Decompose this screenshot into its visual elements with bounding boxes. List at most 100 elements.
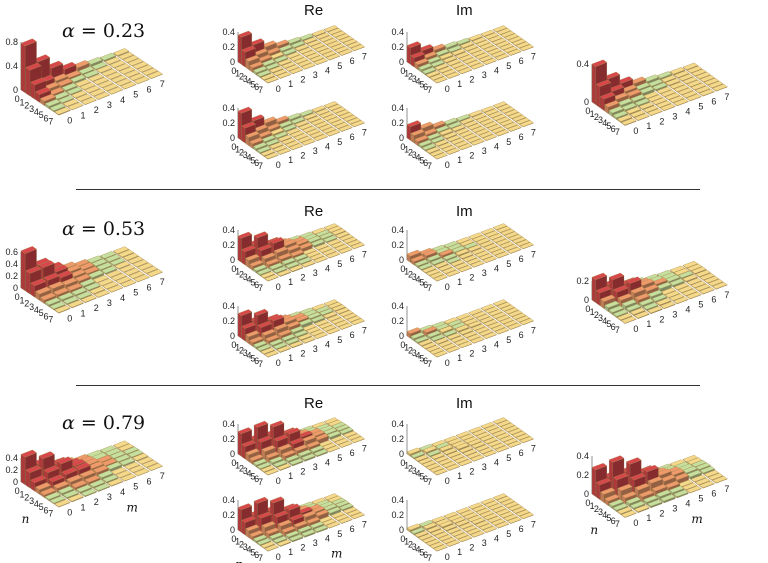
im-bottom-plot-1-bar-top (483, 121, 498, 128)
left-plot-1-bar-top (83, 70, 100, 78)
re-bottom-plot-2-bar-top (276, 345, 292, 353)
im-top-plot-2-bar-top (487, 246, 502, 253)
re-top-plot-2-bar-top (277, 252, 292, 260)
im-top-plot-3-bar-top (480, 421, 495, 429)
right-plot-2-bar-top (643, 284, 659, 292)
im-bottom-plot-3-bar-top (429, 541, 444, 549)
re-bottom-plot-2-bar-top (310, 315, 326, 322)
re-bottom-plot-3-z-tick: 0.4 (222, 495, 235, 505)
im-bottom-plot-3-bar-top (430, 528, 445, 536)
right-plot-3-bar-top (612, 503, 629, 511)
im-bottom-plot-3-bar-top (511, 506, 527, 514)
re-top-plot-2-n-tick: 0 (231, 264, 236, 274)
im-top-plot-1-m-tick: 3 (482, 70, 487, 80)
left-plot-2-bar-top (56, 270, 73, 278)
left-plot-2-bar-top (141, 265, 159, 274)
right-plot-2-bar-top (673, 282, 689, 290)
im-bottom-plot-3-bar-top (519, 512, 534, 519)
im-top-plot-1-n-tick: 3 (412, 74, 417, 84)
re-bottom-plot-2-m-tick: 3 (313, 344, 318, 354)
left-plot-3-bar-top (56, 456, 73, 465)
left-plot-3-bar-top (109, 451, 126, 459)
right-plot-2-bar-top (669, 278, 685, 286)
im-top-plot-1-n-tick: 5 (419, 79, 424, 89)
im-column-heading-1: Im (456, 2, 473, 19)
left-plot-3-n-tick: 0 (15, 486, 20, 496)
im-bottom-plot-3-bar-top (478, 523, 494, 530)
right-plot-1-bar-top (617, 76, 634, 84)
left-plot-1-m-tick: 4 (120, 95, 125, 105)
re-top-plot-2-bar-top (306, 235, 322, 243)
re-top-plot-1-bar-top (261, 59, 276, 66)
im-bottom-plot-1-n-tick: 4 (416, 153, 421, 163)
im-bottom-plot-3-bar-top (499, 511, 514, 519)
im-bottom-plot-3-bar-top (455, 507, 471, 514)
alpha-label-3: α = 0.79 (62, 412, 146, 434)
im-top-plot-2-bar-top (430, 258, 445, 265)
im-top-plot-2-bar-top (429, 271, 444, 279)
im-top-plot-3-bar-top (471, 429, 487, 436)
im-bottom-plot-2-bar-top (441, 343, 457, 350)
re-bottom-plot-1-bar-top (264, 152, 279, 159)
left-plot-1-bar-top (48, 87, 65, 95)
im-bottom-plot-1-n-tick: 1 (404, 145, 409, 155)
left-plot-3-bar-top (114, 454, 131, 462)
right-plot-2-bar-front (591, 276, 596, 303)
left-plot-1-n-tick: 7 (48, 117, 53, 127)
right-plot-2-m-tick: 6 (711, 295, 716, 305)
re-bottom-plot-1-bar-top (294, 120, 309, 127)
right-plot-2-bar-top (613, 285, 629, 293)
right-plot-2-bar-top (608, 272, 625, 280)
left-plot-1-bar-top (104, 56, 121, 65)
right-plot-1-bar-top (639, 86, 655, 94)
re-top-plot-3-m-tick: 3 (313, 462, 318, 472)
im-top-plot-3-bar-top (443, 435, 459, 443)
left-plot-3-z-tick: 0.4 (5, 453, 18, 463)
im-top-plot-2-bar-top (463, 241, 478, 249)
left-plot-2-n-tick: 3 (29, 302, 34, 312)
im-top-plot-3-bar-top (433, 468, 448, 476)
left-plot-2-bar-front (20, 250, 26, 292)
right-plot-3-bar-top (707, 472, 724, 481)
re-top-plot-1-bar-top (302, 36, 318, 44)
right-plot-2-bar-top (699, 272, 715, 281)
left-plot-2-bar-top (120, 279, 137, 288)
im-bottom-plot-2-m-tick: 3 (482, 344, 487, 354)
re-top-plot-1-bar-top (334, 46, 349, 53)
left-plot-3-n-tick: 1 (19, 489, 24, 499)
im-top-plot-1-bar-top (421, 67, 437, 74)
im-bottom-plot-2-bar-top (487, 322, 502, 329)
im-bottom-plot-2-bar-top (414, 335, 429, 343)
right-plot-2-m-tick: 4 (685, 304, 690, 314)
im-bottom-plot-2-bar-top (480, 303, 495, 311)
im-bottom-plot-3-bar-top (441, 537, 457, 544)
im-top-plot-1-bar-top (457, 67, 473, 74)
re-bottom-plot-1-bar-top (252, 142, 268, 149)
right-plot-1-bar-top (629, 110, 646, 118)
right-plot-2-n-tick: 1 (590, 307, 595, 317)
right-plot-1-bar-top (621, 84, 638, 92)
left-plot-3-n-tick: 6 (43, 505, 48, 515)
re-bottom-plot-2-n-tick: 5 (250, 353, 255, 363)
right-plot-3-bar-top (703, 469, 720, 478)
re-bottom-plot-3-bar-top (335, 500, 350, 507)
right-plot-1-bar-top (681, 90, 698, 98)
right-plot-3-m-tick: 0 (633, 518, 638, 528)
im-bottom-plot-1-bar-top (437, 142, 453, 150)
re-bottom-plot-3-n-axis-label: n (235, 557, 243, 563)
im-bottom-plot-1-bar-top (438, 128, 454, 136)
re-top-plot-2-z-tick: 0 (230, 255, 235, 265)
im-bottom-plot-2-bar-top (457, 341, 473, 348)
left-plot-1-bar-top (30, 77, 47, 86)
im-bottom-plot-3-bar-top (466, 527, 481, 535)
re-top-plot-3-bar-top (277, 443, 292, 451)
re-bottom-plot-2-bar-top (319, 308, 334, 316)
left-plot-2-bar-top (115, 276, 132, 284)
im-top-plot-3-n-tick: 7 (427, 477, 432, 487)
im-bottom-plot-1-bar-top (474, 128, 490, 136)
re-top-plot-1-z-tick: 0 (230, 57, 235, 67)
re-top-plot-3-n-tick: 2 (239, 463, 244, 473)
right-plot-1-bar-top (686, 79, 702, 87)
left-plot-1-n-tick: 2 (24, 101, 29, 111)
re-top-plot-2-bar-top (330, 241, 345, 249)
